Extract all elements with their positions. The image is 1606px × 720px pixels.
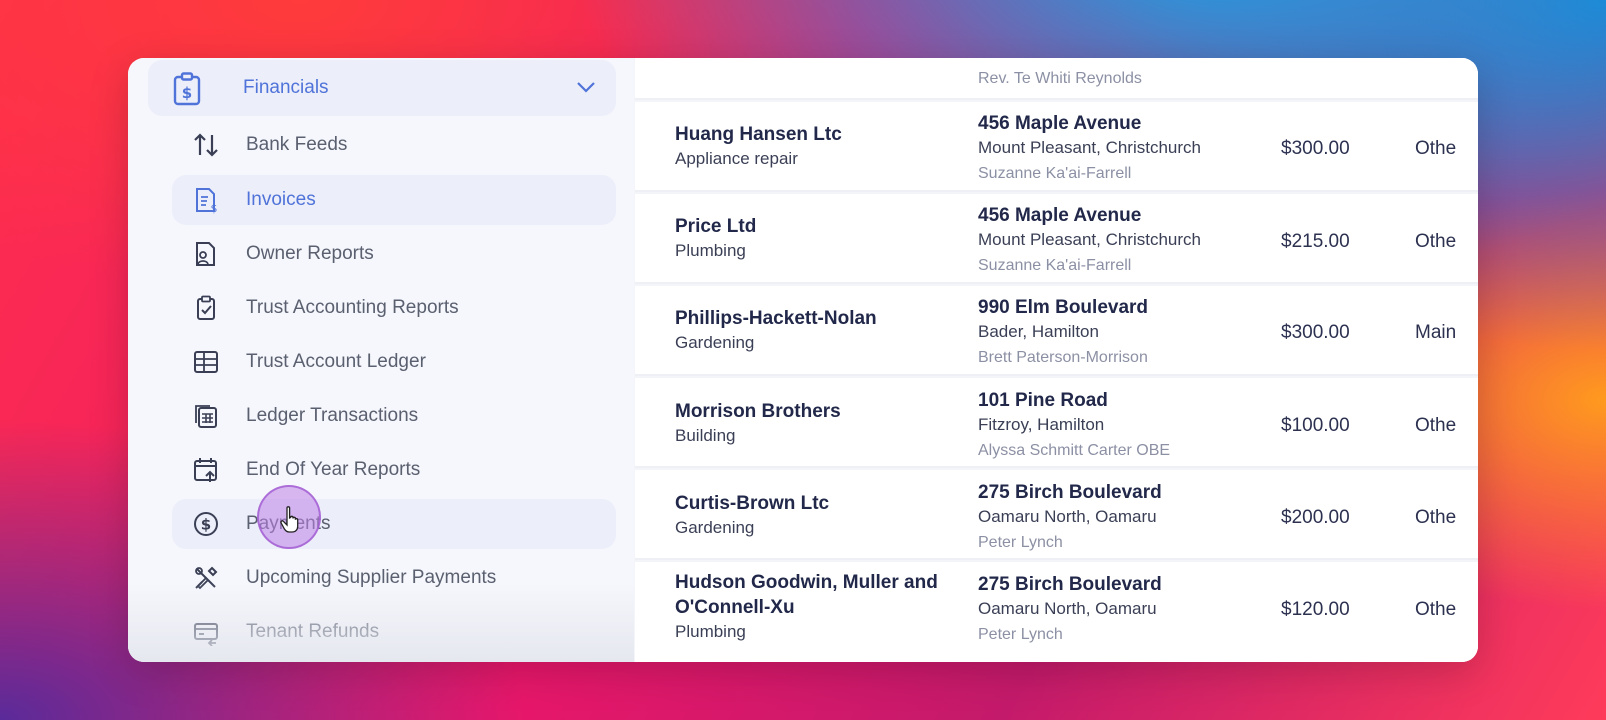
calendar-arrow-icon: [194, 458, 217, 482]
sidebar-item-owner-reports[interactable]: Owner Reports: [172, 229, 616, 279]
table-row[interactable]: Curtis-Brown Ltc Gardening 275 Birch Bou…: [635, 470, 1478, 560]
supplier-category: Gardening: [675, 518, 755, 537]
sidebar-item-label: Tenant Refunds: [246, 621, 380, 642]
table-row[interactable]: Phillips-Hackett-Nolan Gardening 990 Elm…: [635, 286, 1478, 376]
property-suburb: Fitzroy, Hamilton: [978, 415, 1105, 434]
arrows-up-down-icon: [194, 133, 218, 157]
sidebar-item-trust-account-ledger[interactable]: Trust Account Ledger: [172, 337, 616, 387]
app-window: $ Financials Bank Feeds $ Invoices: [128, 58, 1478, 662]
sidebar-item-upcoming-supplier-payments[interactable]: Upcoming Supplier Payments: [172, 553, 616, 603]
invoice-type: Othe: [1415, 415, 1457, 436]
property-street: 275 Birch Boulevard: [978, 574, 1162, 595]
supplier-category: Gardening: [675, 333, 755, 352]
table-row[interactable]: Huang Hansen Ltc Appliance repair 456 Ma…: [635, 102, 1478, 192]
property-suburb: Oamaru North, Oamaru: [978, 507, 1157, 526]
invoice-type: Othe: [1415, 138, 1457, 159]
sidebar-item-end-of-year-reports[interactable]: End Of Year Reports: [172, 445, 616, 495]
hand-pointer-icon: [280, 506, 299, 533]
sidebar-item-label: Trust Accounting Reports: [246, 297, 459, 318]
table-row[interactable]: Price Ltd Plumbing 456 Maple Avenue Moun…: [635, 194, 1478, 284]
supplier-name: Phillips-Hackett-Nolan: [675, 308, 877, 329]
contact-name: Rev. Te Whiti Reynolds: [978, 70, 1142, 87]
supplier-category: Building: [675, 426, 736, 445]
sidebar-item-label: Owner Reports: [246, 243, 374, 264]
sidebar-item-label: Ledger Transactions: [246, 405, 419, 426]
invoice-type: Othe: [1415, 507, 1457, 528]
clipboard-check-icon: [197, 295, 215, 320]
invoice-type: Othe: [1415, 599, 1457, 620]
sidebar-item-bank-feeds[interactable]: Bank Feeds: [172, 120, 616, 170]
property-street: 456 Maple Avenue: [978, 113, 1142, 134]
property-street: 990 Elm Boulevard: [978, 297, 1149, 318]
contact-name: Alyssa Schmitt Carter OBE: [978, 442, 1171, 459]
sidebar-item-label: Invoices: [246, 189, 316, 210]
sidebar-item-invoices[interactable]: $ Invoices: [172, 175, 616, 225]
svg-text:$: $: [182, 84, 192, 102]
supplier-name-line-1: Hudson Goodwin, Muller and: [675, 572, 938, 593]
property-suburb: Bader, Hamilton: [978, 322, 1099, 341]
invoice-amount: $300.00: [1281, 322, 1350, 343]
sidebar-section-label: Financials: [243, 77, 329, 98]
invoice-type: Main: [1415, 322, 1457, 343]
supplier-name: Price Ltd: [675, 216, 757, 237]
supplier-category: Plumbing: [675, 241, 746, 260]
invoice-amount: $120.00: [1281, 599, 1350, 620]
property-suburb: Mount Pleasant, Christchurch: [978, 230, 1201, 249]
contact-name: Brett Paterson-Morrison: [978, 349, 1148, 366]
supplier-name: Curtis-Brown Ltc: [675, 493, 830, 514]
sidebar-item-label: Trust Account Ledger: [246, 351, 426, 372]
table-grid-icon: [194, 351, 218, 373]
sidebar-item-label: Bank Feeds: [246, 134, 348, 155]
property-suburb: Mount Pleasant, Christchurch: [978, 138, 1201, 157]
sidebar-item-tenant-refunds[interactable]: Tenant Refunds: [172, 607, 616, 657]
supplier-category: Plumbing: [675, 622, 746, 641]
invoice-dollar-clipboard-icon: $: [173, 72, 201, 106]
invoice-amount: $300.00: [1281, 138, 1350, 159]
supplier-name-line-2: O'Connell-Xu: [675, 597, 795, 618]
invoice-type: Othe: [1415, 231, 1457, 252]
sidebar: $ Financials Bank Feeds $ Invoices: [128, 58, 634, 662]
tools-icon: [195, 566, 218, 590]
sidebar-item-label: End Of Year Reports: [246, 459, 421, 480]
table-row[interactable]: Morrison Brothers Building 101 Pine Road…: [635, 378, 1478, 468]
dollar-circle-icon: $: [194, 512, 218, 536]
contact-name: Suzanne Ka'ai-Farrell: [978, 257, 1132, 274]
svg-text:$: $: [211, 202, 218, 214]
calculator-icon: [195, 405, 217, 428]
sidebar-item-label: Upcoming Supplier Payments: [246, 567, 497, 588]
person-report-icon: [196, 242, 215, 266]
table-row[interactable]: Rev. Te Whiti Reynolds: [635, 58, 1478, 100]
invoice-amount: $100.00: [1281, 415, 1350, 436]
property-street: 275 Birch Boulevard: [978, 482, 1162, 503]
property-street: 456 Maple Avenue: [978, 205, 1142, 226]
sidebar-item-trust-accounting-reports[interactable]: Trust Accounting Reports: [172, 283, 616, 333]
contact-name: Peter Lynch: [978, 534, 1063, 551]
contact-name: Suzanne Ka'ai-Farrell: [978, 165, 1132, 182]
receipt-dollar-icon: $: [196, 188, 218, 214]
invoice-amount: $215.00: [1281, 231, 1350, 252]
table-row[interactable]: Hudson Goodwin, Muller and O'Connell-Xu …: [635, 562, 1478, 662]
supplier-name: Huang Hansen Ltc: [675, 124, 842, 145]
card-refund-icon: [194, 623, 218, 646]
invoices-table: Rev. Te Whiti Reynolds Huang Hansen Ltc …: [635, 58, 1478, 662]
supplier-name: Morrison Brothers: [675, 401, 841, 422]
svg-text:$: $: [201, 516, 211, 534]
sidebar-section-financials[interactable]: $ Financials: [148, 60, 616, 116]
sidebar-item-payments[interactable]: $ Payments: [172, 499, 616, 549]
invoice-amount: $200.00: [1281, 507, 1350, 528]
chevron-down-icon[interactable]: [576, 80, 596, 94]
sidebar-item-ledger-transactions[interactable]: Ledger Transactions: [172, 391, 616, 441]
contact-name: Peter Lynch: [978, 626, 1063, 643]
property-suburb: Oamaru North, Oamaru: [978, 599, 1157, 618]
property-street: 101 Pine Road: [978, 390, 1108, 411]
supplier-category: Appliance repair: [675, 149, 798, 168]
